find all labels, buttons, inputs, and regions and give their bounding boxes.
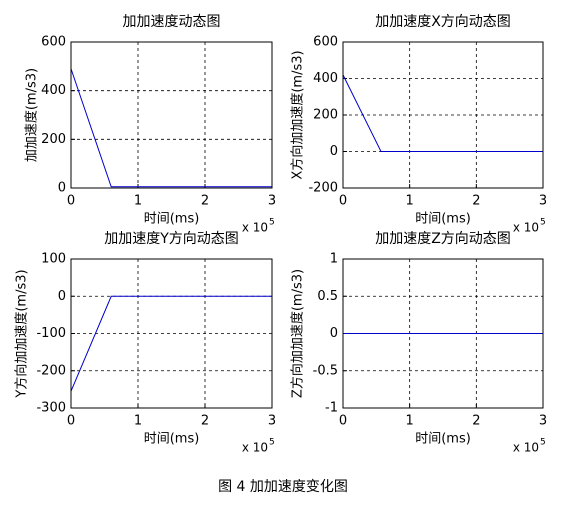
y-tick-label: 0 xyxy=(330,326,338,341)
x-tick-label: 2 xyxy=(201,194,209,209)
x-tick-label: 0 xyxy=(67,414,75,429)
x-tick-label: 3 xyxy=(539,194,547,209)
axes-box xyxy=(70,41,273,189)
x-tick-label: 0 xyxy=(67,194,75,209)
y-tick-label: 400 xyxy=(313,71,338,86)
subplot: 加加速度动态图 0 1 2 3 0 200 400 600 时间(ms) 加加速度(m/s3) x 1… xyxy=(24,14,277,235)
axes-box xyxy=(70,258,273,409)
x-scale-base: x 10 xyxy=(242,221,268,235)
x-tick-label: 1 xyxy=(406,194,414,209)
x-tick-label: 2 xyxy=(201,414,209,429)
x-scale-base: x 10 xyxy=(513,441,539,455)
x-axis-label: 时间(ms) xyxy=(415,212,471,227)
y-tick-label: -200 xyxy=(308,181,338,196)
y-tick-label: 400 xyxy=(41,83,66,98)
y-tick-label: -0.5 xyxy=(313,363,338,378)
y-tick-label: -300 xyxy=(36,401,66,416)
y-tick-label: 600 xyxy=(313,35,338,50)
chart-title: 加加速度Z方向动态图 xyxy=(375,231,511,247)
x-tick-label: 2 xyxy=(472,194,480,209)
x-scale-exponent: 5 xyxy=(540,218,546,228)
x-scale-exponent: 5 xyxy=(540,438,546,448)
y-axis-label: Z方向加加速度(m/s3) xyxy=(290,269,306,398)
x-tick-label: 1 xyxy=(134,194,142,209)
y-axis-label: Y方向加加速度(m/s3) xyxy=(14,269,30,398)
axes-box xyxy=(342,258,544,409)
y-tick-label: 600 xyxy=(41,35,66,50)
chart-title: 加加速度X方向动态图 xyxy=(375,14,511,30)
y-tick-label: -100 xyxy=(36,326,66,341)
y-tick-label: -200 xyxy=(36,363,66,378)
chart-title: 加加速度Y方向动态图 xyxy=(104,231,239,247)
x-tick-label: 0 xyxy=(339,194,347,209)
chart-title: 加加速度动态图 xyxy=(123,14,221,30)
axes-box xyxy=(342,41,544,189)
x-tick-label: 1 xyxy=(406,414,414,429)
y-tick-label: 0 xyxy=(330,144,338,159)
data-line xyxy=(70,68,272,188)
x-axis-label: 时间(ms) xyxy=(144,432,200,447)
figure-caption: 图 4 加加速度变化图 xyxy=(218,479,348,495)
y-tick-label: 0 xyxy=(58,181,66,196)
y-tick-label: -1 xyxy=(325,401,338,416)
x-tick-label: 3 xyxy=(268,414,276,429)
x-tick-label: 0 xyxy=(339,414,347,429)
x-tick-label: 3 xyxy=(539,414,547,429)
x-tick-label: 3 xyxy=(268,194,276,209)
y-tick-label: 100 xyxy=(41,252,66,267)
x-axis-label: 时间(ms) xyxy=(144,212,200,227)
x-scale-exponent: 5 xyxy=(269,218,275,228)
x-scale-exponent: 5 xyxy=(269,438,275,448)
subplot: 加加速度Y方向动态图 0 1 2 3 -300 -200 -100 0 100 时间(ms) Y方向加… xyxy=(14,231,277,455)
y-axis-label: 加加速度(m/s3) xyxy=(24,68,40,162)
y-tick-label: 0.5 xyxy=(317,289,338,304)
y-axis-label: X方向加加速度(m/s3) xyxy=(290,50,306,179)
x-scale-base: x 10 xyxy=(513,221,539,235)
data-line xyxy=(70,295,272,392)
x-scale-base: x 10 xyxy=(242,441,268,455)
x-tick-label: 2 xyxy=(472,414,480,429)
x-axis-label: 时间(ms) xyxy=(415,432,471,447)
data-line xyxy=(342,74,543,152)
y-tick-label: 1 xyxy=(330,252,338,267)
x-tick-label: 1 xyxy=(134,414,142,429)
y-tick-label: 200 xyxy=(41,132,66,147)
y-tick-label: 0 xyxy=(58,289,66,304)
y-tick-label: 200 xyxy=(313,108,338,123)
